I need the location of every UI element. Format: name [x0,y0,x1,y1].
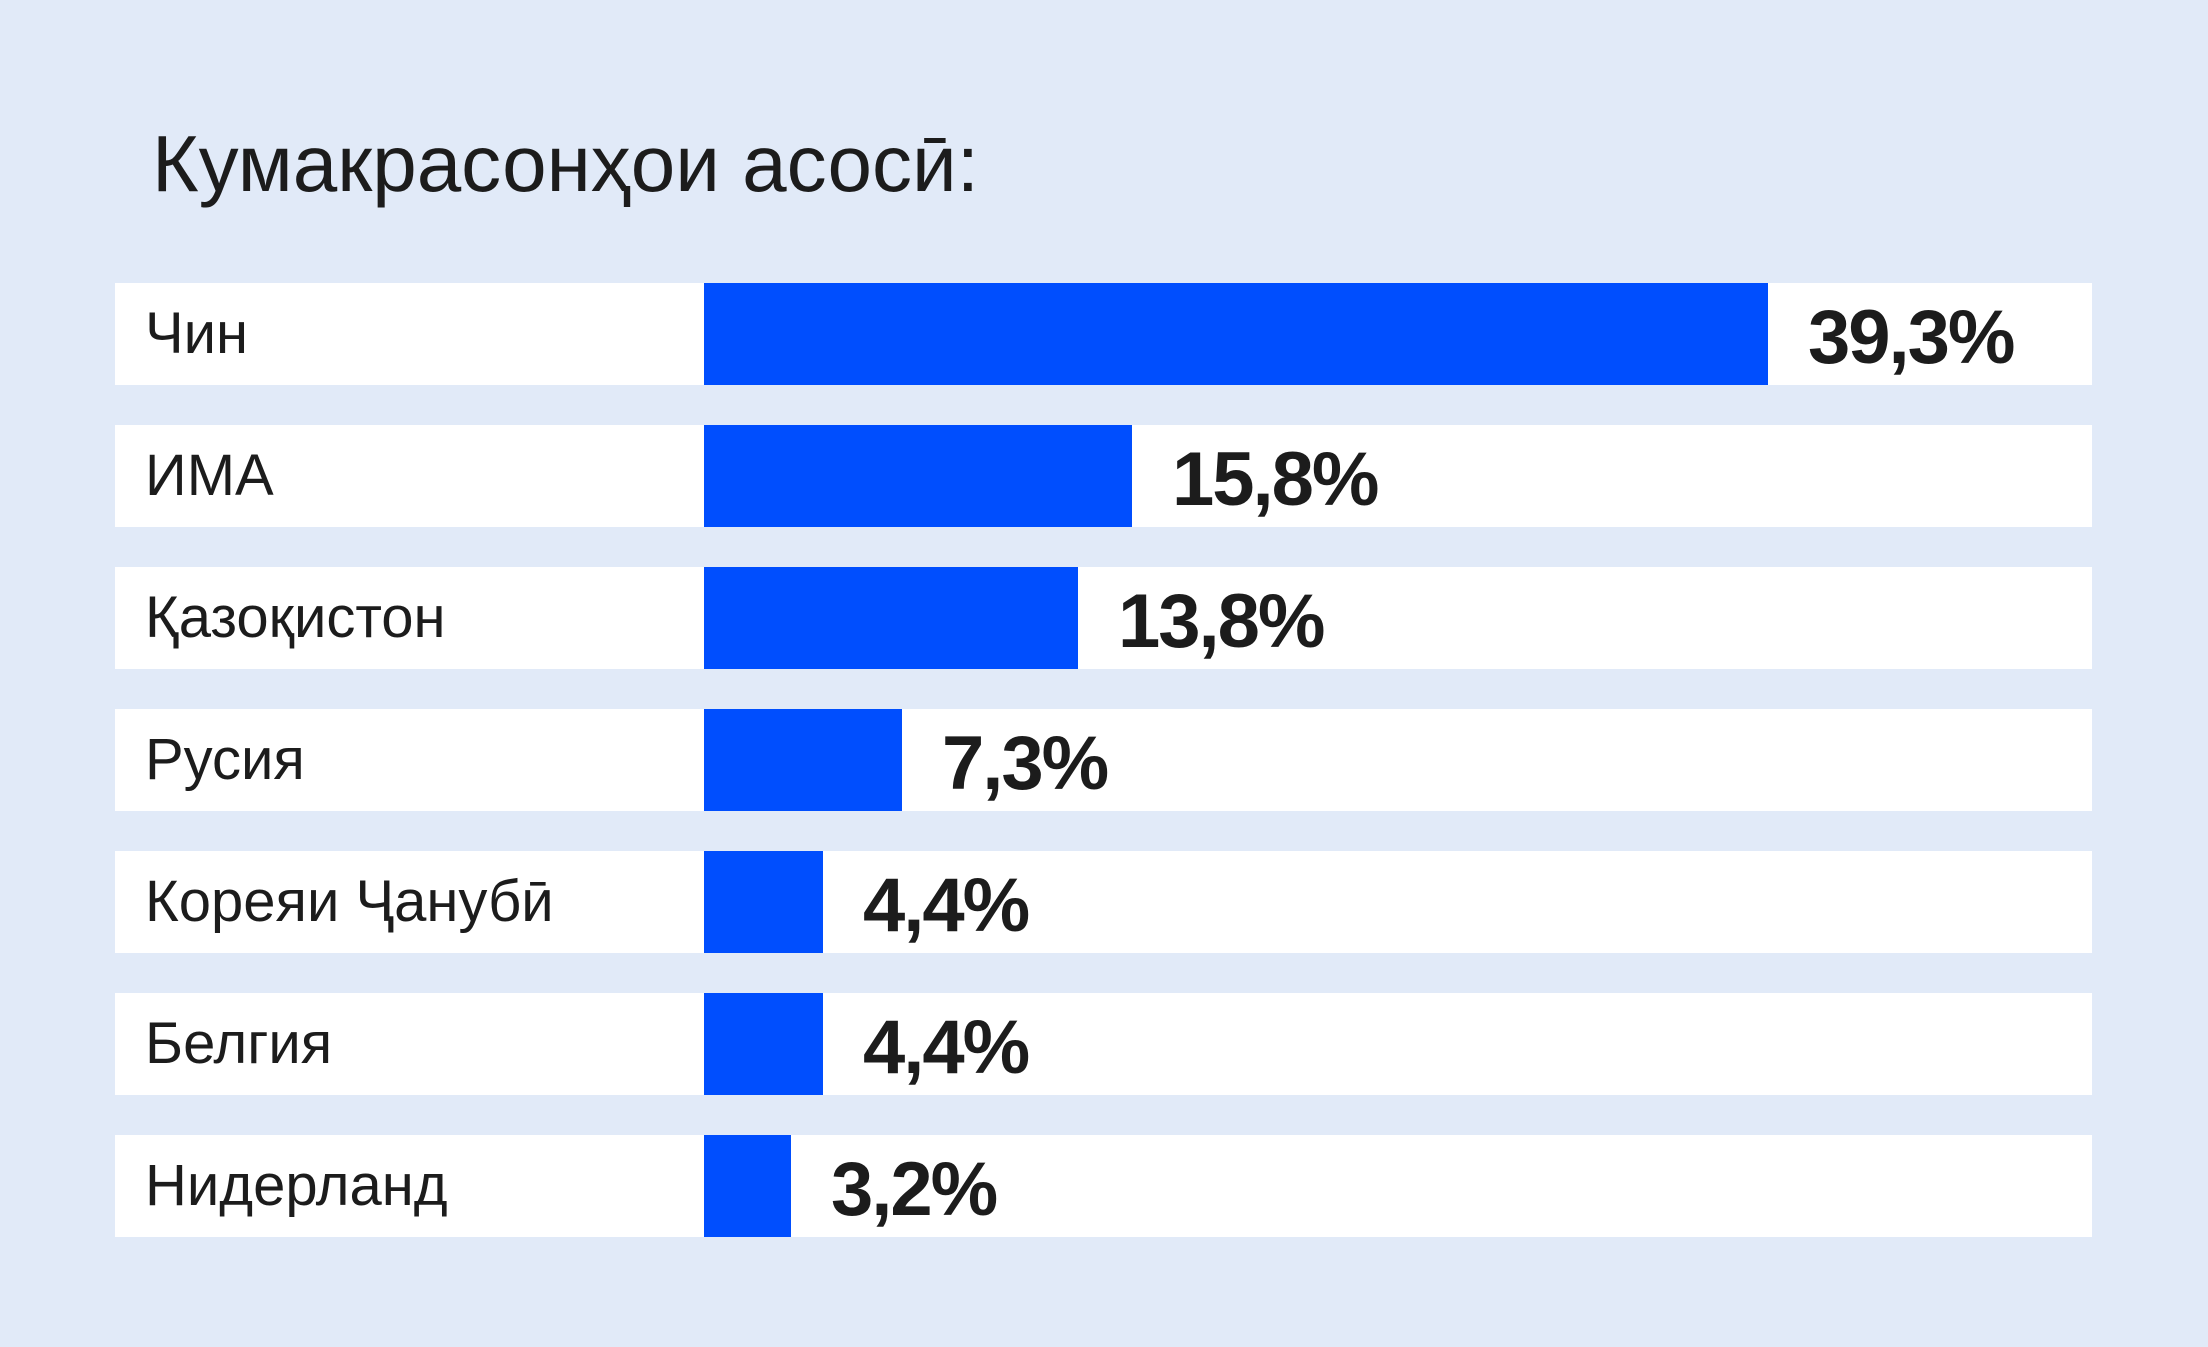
category-label: Кореяи Ҷанубӣ [145,869,554,934]
value-label: 13,8% [1118,579,1325,664]
bar [704,425,1132,527]
bar [704,851,823,953]
chart-title: Кумакрасонҳои асосӣ: [152,119,979,208]
value-label: 3,2% [831,1147,998,1232]
bar [704,993,823,1095]
value-label: 7,3% [942,721,1109,806]
value-label: 4,4% [863,1005,1030,1090]
bar-row: ИМА 15,8% [115,425,2092,527]
bar-row: Қазоқистон 13,8% [115,567,2092,669]
category-label: Қазоқистон [145,585,446,650]
category-label: Белгия [145,1011,333,1076]
bar [704,283,1768,385]
category-label: Чин [145,301,249,366]
value-label: 4,4% [863,863,1030,948]
bar [704,567,1078,669]
value-label: 15,8% [1172,437,1379,522]
bar [704,709,902,811]
category-label: ИМА [145,443,274,508]
category-label: Нидерланд [145,1153,448,1218]
bar [704,1135,791,1237]
category-label: Русия [145,727,305,792]
bar-row: Русия 7,3% [115,709,2092,811]
bar-chart: Чин 39,3% ИМА 15,8% Қазоқистон 13,8% Русия 7,3%… [115,283,2092,1277]
bar-row: Кореяи Ҷанубӣ 4,4% [115,851,2092,953]
value-label: 39,3% [1808,295,2015,380]
bar-row: Нидерланд 3,2% [115,1135,2092,1237]
bar-row: Чин 39,3% [115,283,2092,385]
bar-row: Белгия 4,4% [115,993,2092,1095]
